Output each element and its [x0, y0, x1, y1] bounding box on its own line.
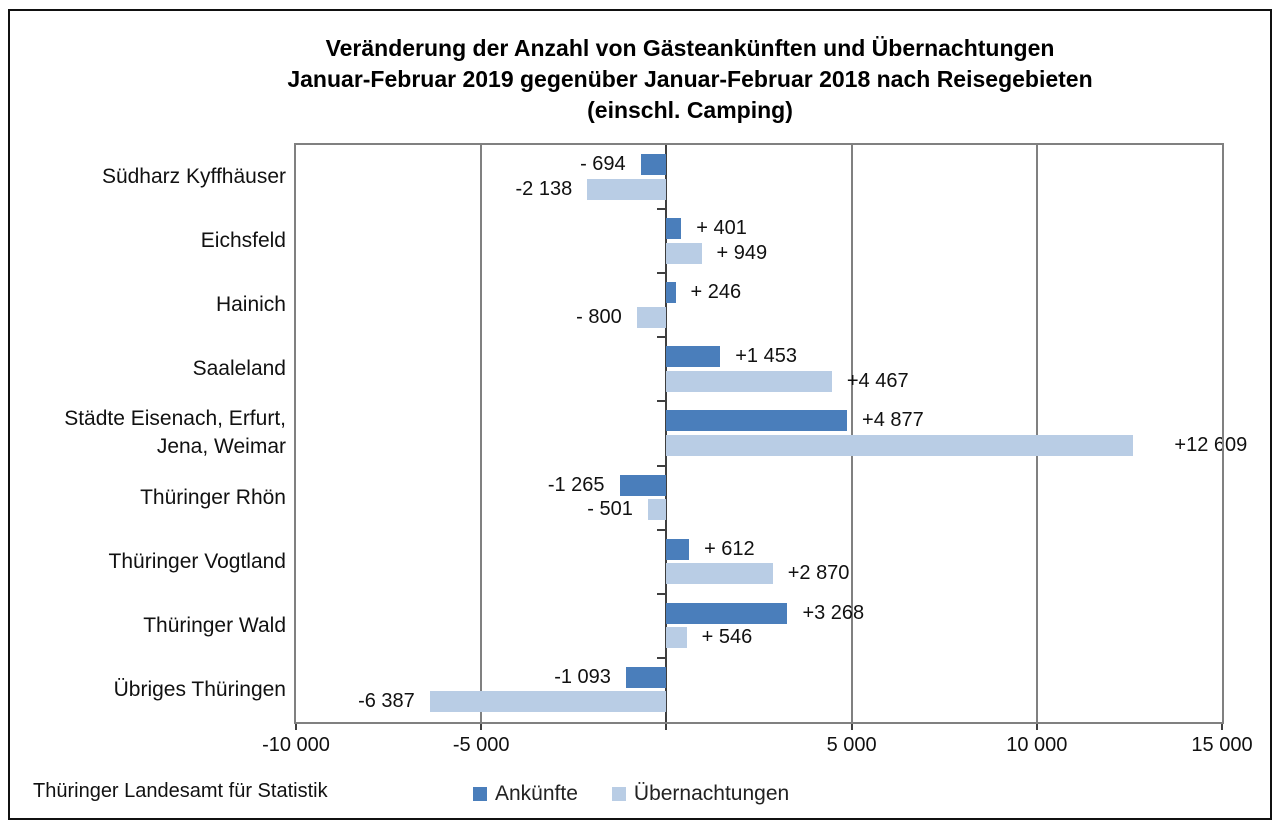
- category-axis-tick: [657, 336, 666, 339]
- category-label: Thüringer Wald: [143, 613, 286, 637]
- bar-value-label: - 694: [580, 153, 626, 175]
- chart-title: Veränderung der Anzahl von Gästeankünfte…: [150, 33, 1230, 126]
- category-axis-tick: [657, 464, 666, 467]
- category-label: Eichsfeld: [200, 229, 286, 253]
- bar-uebernachtungen: [666, 627, 687, 649]
- category-axis-tick: [657, 592, 666, 595]
- bar-uebernachtungen: [666, 563, 773, 585]
- legend-label-ankuenfte: Ankünfte: [495, 782, 578, 805]
- category-label: Thüringer Rhön: [140, 485, 286, 509]
- legend-label-uebernachtungen: Übernachtungen: [633, 782, 790, 805]
- bar-uebernachtungen: [647, 499, 667, 521]
- bar-uebernachtungen: [666, 434, 1134, 456]
- bar-ankuenfte: [666, 410, 848, 432]
- bar-value-label: + 401: [696, 217, 747, 240]
- chart-title-line2: Januar-Februar 2019 gegenüber Januar-Feb…: [287, 66, 1093, 92]
- bar-value-label: + 246: [690, 281, 742, 304]
- bar-value-label: -1 093: [554, 665, 611, 688]
- bar-ankuenfte: [666, 602, 788, 624]
- bar-uebernachtungen: [587, 178, 667, 200]
- legend-swatch-ankuenfte-icon: [473, 787, 487, 801]
- x-axis-tick: [480, 722, 483, 730]
- bar-value-label: +2 870: [787, 562, 850, 585]
- bar-value-label: - 800: [576, 305, 622, 328]
- bar-value-label: -2 138: [515, 177, 573, 200]
- bar-ankuenfte: [619, 474, 667, 496]
- bar-uebernachtungen: [666, 370, 832, 392]
- x-axis-tick: [295, 722, 297, 730]
- bar-value-label: +1 453: [735, 345, 797, 368]
- category-label: Thüringer Vogtland: [108, 549, 286, 573]
- bar-ankuenfte: [666, 346, 721, 368]
- bar-value-label: - 501: [587, 498, 633, 521]
- x-tick-label: 5 000: [826, 734, 877, 756]
- category-axis-tick: [657, 400, 666, 403]
- bar-value-label: + 949: [716, 241, 768, 264]
- bar-ankuenfte: [666, 282, 676, 304]
- gridline: [850, 145, 853, 722]
- x-tick-label: 15 000: [1191, 734, 1253, 756]
- category-axis-tick: [657, 208, 666, 211]
- category-axis-tick: [657, 656, 666, 659]
- category-axis-tick: [657, 272, 666, 275]
- bar-uebernachtungen: [429, 691, 667, 713]
- bar-ankuenfte: [640, 154, 667, 175]
- plot-frame: [294, 143, 1224, 724]
- chart-title-line1: Veränderung der Anzahl von Gästeankünfte…: [325, 35, 1055, 61]
- x-axis-tick: [1221, 722, 1223, 730]
- bar-uebernachtungen: [666, 242, 702, 264]
- bar-value-label: +12 609: [1174, 433, 1248, 456]
- legend-item-ankuenfte: Ankünfte: [473, 782, 578, 806]
- chart-title-line3: (einschl. Camping): [587, 97, 793, 123]
- bar-ankuenfte: [625, 666, 667, 688]
- x-axis-tick: [1035, 722, 1038, 730]
- bar-value-label: + 546: [701, 626, 753, 649]
- bar-value-label: + 612: [704, 537, 755, 560]
- category-label: Übriges Thüringen: [113, 677, 286, 701]
- bar-value-label: -6 387: [358, 690, 415, 713]
- x-tick-label: 10 000: [1006, 734, 1068, 756]
- x-axis-tick: [850, 722, 853, 730]
- bar-value-label: +3 268: [802, 601, 865, 624]
- category-label: Hainich: [215, 293, 286, 317]
- source-note: Thüringer Landesamt für Statistik: [33, 780, 328, 802]
- bar-ankuenfte: [666, 538, 690, 560]
- legend-item-uebernachtungen: Übernachtungen: [611, 782, 790, 806]
- legend-swatch-uebernachtungen-icon: [611, 787, 626, 801]
- bar-value-label: +4 467: [846, 369, 909, 392]
- bar-uebernachtungen: [636, 306, 667, 328]
- x-axis-tick: [665, 722, 668, 730]
- bar-value-label: -1 265: [547, 473, 605, 496]
- category-label: Städte Eisenach, Erfurt, Jena, Weimar: [64, 407, 286, 459]
- x-tick-label: -10 000: [262, 734, 330, 756]
- category-label: Saaleland: [192, 357, 286, 381]
- bar-value-label: +4 877: [862, 409, 924, 432]
- category-label: Südharz Kyffhäuser: [101, 165, 286, 189]
- bar-ankuenfte: [666, 218, 682, 240]
- legend: Ankünfte Übernachtungen: [473, 782, 789, 806]
- gridline: [480, 145, 483, 722]
- zero-axis-line: [665, 145, 668, 722]
- category-axis-tick: [657, 528, 666, 531]
- x-tick-label: -5 000: [452, 734, 510, 756]
- gridline: [1035, 145, 1038, 722]
